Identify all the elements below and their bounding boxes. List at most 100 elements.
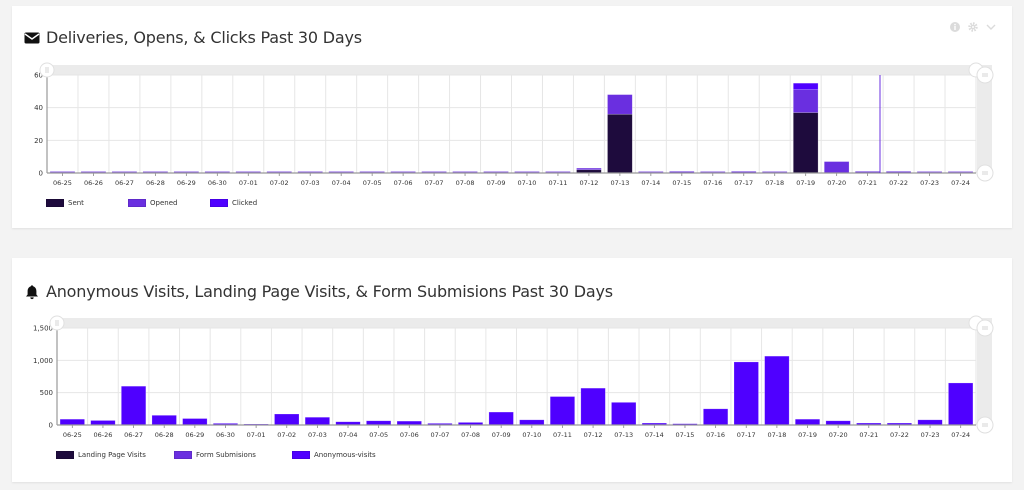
bar-segment[interactable] <box>50 171 75 174</box>
scroll-handle-left[interactable] <box>39 62 55 78</box>
bar-segment[interactable] <box>792 112 819 174</box>
scroll-handle-top[interactable] <box>976 319 994 337</box>
x-axis-tick-label: 07-17 <box>734 179 753 187</box>
legend-item[interactable]: Form Submisions <box>174 451 292 459</box>
x-axis-tick-label: 07-02 <box>270 179 289 187</box>
bar-segment[interactable] <box>917 171 942 174</box>
bar-segment[interactable] <box>204 171 230 174</box>
bar-segment[interactable] <box>182 418 208 426</box>
bar-segment[interactable] <box>173 171 199 174</box>
bar-segment[interactable] <box>519 419 545 426</box>
bar-segment[interactable] <box>545 171 571 174</box>
bar-segment[interactable] <box>576 167 602 171</box>
x-axis-tick-label: 07-13 <box>610 179 629 187</box>
bar-segment[interactable] <box>638 171 664 174</box>
legend-item[interactable]: Landing Page Visits <box>56 451 174 459</box>
bar-segment[interactable] <box>488 411 514 426</box>
bar-segment[interactable] <box>792 89 819 113</box>
legend-swatch <box>56 451 74 459</box>
bar-segment[interactable] <box>121 385 147 426</box>
legend-item[interactable]: Sent <box>46 199 128 207</box>
y-axis-tick-label: 0 <box>49 422 53 430</box>
scroll-handle-bottom[interactable] <box>976 164 994 182</box>
bar-segment[interactable] <box>112 171 137 174</box>
legend-label: Sent <box>68 199 84 207</box>
bar-segment[interactable] <box>762 171 788 174</box>
bar-segment[interactable] <box>794 418 821 426</box>
bar-segment[interactable] <box>59 418 85 426</box>
x-axis-tick-label: 07-04 <box>332 179 351 187</box>
bar-segment[interactable] <box>151 415 177 426</box>
bar-segment[interactable] <box>549 396 576 426</box>
x-axis-tick-label: 07-19 <box>798 431 817 439</box>
bar-segment[interactable] <box>235 171 261 174</box>
x-axis-tick-label: 07-02 <box>277 431 296 439</box>
x-axis-tick-label: 07-01 <box>239 179 258 187</box>
bar-segment[interactable] <box>304 416 330 426</box>
bar-segment[interactable] <box>514 171 540 174</box>
chart-legend: Sent Opened Clicked <box>46 199 292 207</box>
bar-segment[interactable] <box>733 361 759 426</box>
bar-segment[interactable] <box>792 82 819 90</box>
deliveries-bar-chart: 0 20 40 60 06-25 06-26 06-27 06-28 06-29 06-30 07-… <box>34 62 994 187</box>
bar-segment[interactable] <box>328 171 354 174</box>
bar-segment[interactable] <box>274 413 300 426</box>
legend-swatch <box>46 199 64 207</box>
legend-item[interactable]: Clicked <box>210 199 292 207</box>
bell-icon <box>26 284 38 299</box>
x-axis-tick-label: 06-29 <box>177 179 196 187</box>
bar-segment[interactable] <box>764 355 790 426</box>
bar-segment[interactable] <box>700 171 726 174</box>
bar-segment[interactable] <box>90 420 116 426</box>
horizontal-scrollbar[interactable] <box>47 65 984 75</box>
x-axis-tick-label: 07-20 <box>829 431 848 439</box>
bar-segment[interactable] <box>948 382 974 426</box>
bar-segment[interactable] <box>142 171 168 174</box>
scroll-handle-left[interactable] <box>49 315 65 331</box>
y-axis-tick-label: 1,000 <box>33 357 53 365</box>
bar-segment[interactable] <box>825 420 851 426</box>
x-axis-tick-label: 07-20 <box>827 179 846 187</box>
horizontal-scrollbar[interactable] <box>57 318 984 328</box>
legend-item[interactable]: Anonymous-visits <box>292 451 410 459</box>
bar-segment[interactable] <box>366 420 392 426</box>
scroll-handle-top[interactable] <box>976 66 994 84</box>
bar-segment[interactable] <box>421 171 447 174</box>
x-axis-tick-label: 07-15 <box>672 179 691 187</box>
legend-item[interactable]: Opened <box>128 199 210 207</box>
x-axis-tick-label: 07-03 <box>308 431 327 439</box>
bar-segment[interactable] <box>483 171 509 174</box>
card-tools <box>950 22 996 32</box>
bar-segment[interactable] <box>81 171 106 174</box>
bar-segment[interactable] <box>452 171 478 174</box>
bar-segment[interactable] <box>390 171 416 174</box>
y-axis-tick-label: 500 <box>40 389 53 397</box>
x-axis-tick-label: 06-28 <box>155 431 174 439</box>
bar-segment[interactable] <box>359 171 385 174</box>
x-axis-tick-label: 06-25 <box>63 431 82 439</box>
bar-segment[interactable] <box>703 408 729 426</box>
x-axis-tick-label: 07-21 <box>859 431 878 439</box>
bar-segment[interactable] <box>948 171 973 174</box>
x-axis-tick-label: 07-22 <box>890 431 909 439</box>
visits-chart: 0 500 1,000 1,500 06-25 06-26 06-27 06-28 06-29 0… <box>12 310 1012 445</box>
bar-segment[interactable] <box>580 387 606 426</box>
bar-segment[interactable] <box>917 419 943 426</box>
bar-segment[interactable] <box>607 94 633 115</box>
vertical-scrollbar[interactable] <box>977 318 992 425</box>
bar-segment[interactable] <box>823 161 850 174</box>
bar-segment[interactable] <box>607 113 633 174</box>
info-icon[interactable] <box>950 22 960 32</box>
bar-segment[interactable] <box>266 171 292 174</box>
scroll-handle-bottom[interactable] <box>976 416 994 434</box>
y-axis-tick-label: 0 <box>39 170 43 178</box>
vertical-scrollbar[interactable] <box>977 65 992 173</box>
bar-segment[interactable] <box>611 402 637 426</box>
chart-legend: Landing Page Visits Form Submisions Anonym… <box>56 451 410 459</box>
x-axis-tick-label: 07-11 <box>549 179 568 187</box>
x-axis-tick-label: 07-21 <box>858 179 877 187</box>
gear-icon[interactable] <box>968 22 978 32</box>
chevron-down-icon[interactable] <box>986 22 996 32</box>
bar-segment[interactable] <box>297 171 323 174</box>
x-axis-tick-label: 07-16 <box>703 179 722 187</box>
